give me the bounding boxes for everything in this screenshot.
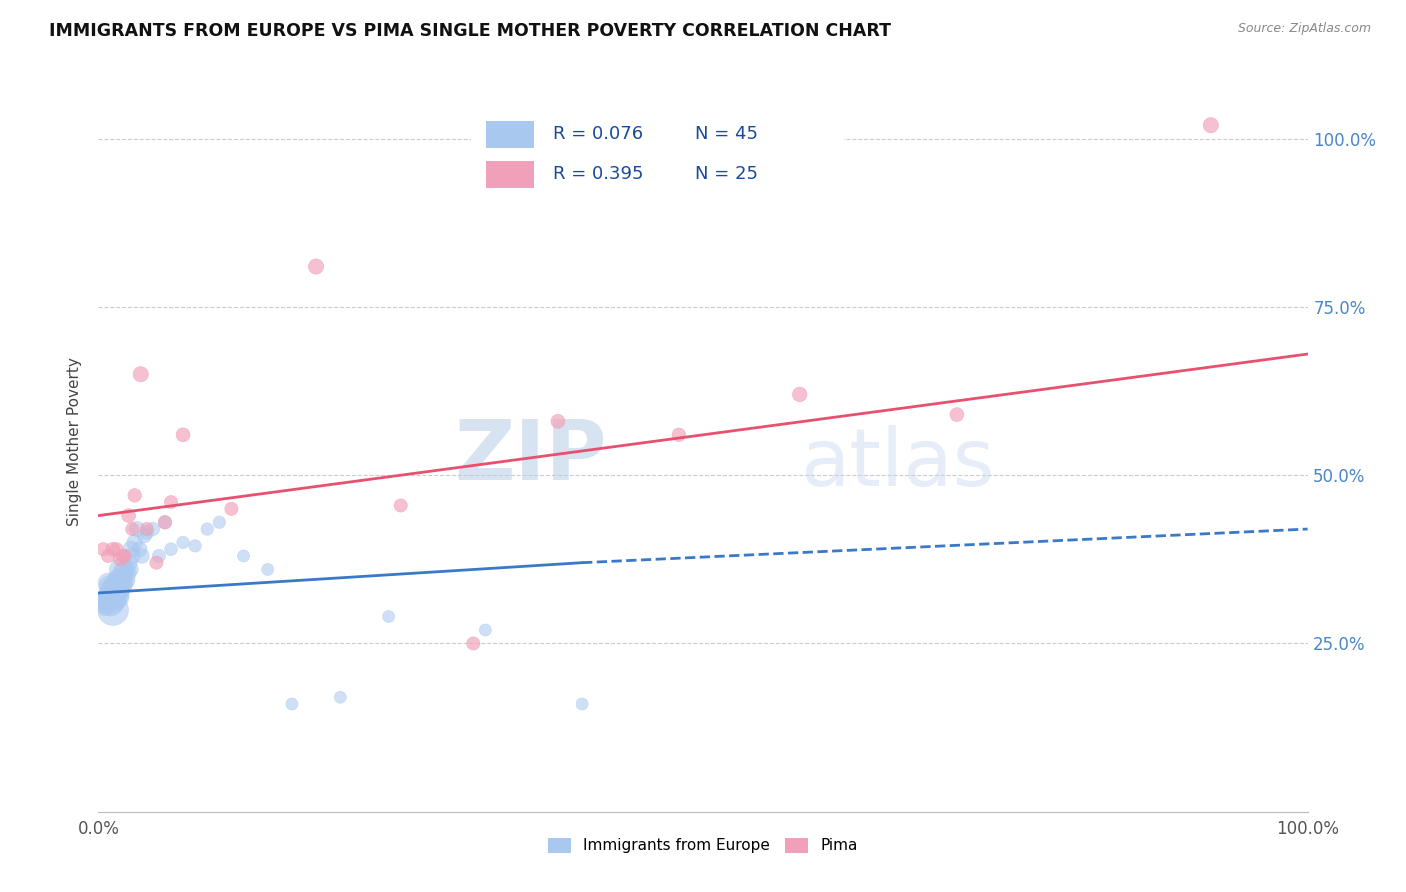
Text: atlas: atlas [800, 425, 994, 503]
Point [463, 636, 485, 650]
Point [153, 516, 176, 530]
Point [389, 499, 412, 513]
Text: Source: ZipAtlas.com: Source: ZipAtlas.com [1237, 22, 1371, 36]
Text: N = 45: N = 45 [695, 126, 758, 144]
Text: N = 25: N = 25 [695, 165, 758, 183]
Point [232, 549, 254, 563]
Point [118, 562, 141, 576]
Point [97, 575, 120, 590]
Point [108, 562, 131, 576]
Point [118, 508, 141, 523]
Point [91, 542, 114, 557]
Text: ZIP: ZIP [454, 416, 606, 497]
Point [172, 535, 194, 549]
Point [108, 573, 131, 587]
Point [571, 697, 593, 711]
Point [100, 596, 122, 610]
Point [105, 590, 128, 604]
Point [110, 579, 132, 593]
Point [134, 529, 156, 543]
Point [93, 596, 115, 610]
Point [305, 260, 328, 274]
Point [124, 488, 146, 502]
Point [329, 690, 352, 705]
Y-axis label: Single Mother Poverty: Single Mother Poverty [67, 357, 83, 526]
Point [120, 542, 142, 557]
Point [112, 575, 135, 590]
Point [172, 427, 194, 442]
Point [101, 542, 124, 557]
Point [145, 556, 167, 570]
Point [96, 590, 118, 604]
Point [153, 516, 176, 530]
Point [184, 539, 207, 553]
Point [668, 427, 690, 442]
Point [135, 525, 157, 540]
Point [101, 603, 124, 617]
Point [377, 609, 399, 624]
Point [135, 522, 157, 536]
Legend: Immigrants from Europe, Pima: Immigrants from Europe, Pima [541, 832, 865, 860]
Text: R = 0.395: R = 0.395 [553, 165, 644, 183]
Point [547, 414, 569, 428]
Point [221, 501, 243, 516]
Point [107, 575, 129, 590]
Point [94, 599, 117, 614]
Point [118, 556, 141, 570]
Point [131, 549, 153, 563]
Point [128, 542, 150, 557]
Point [114, 549, 136, 563]
Point [160, 495, 183, 509]
Point [105, 542, 128, 557]
Point [98, 579, 121, 593]
Point [129, 368, 152, 382]
Point [117, 566, 139, 580]
Text: R = 0.076: R = 0.076 [553, 126, 643, 144]
Point [103, 586, 125, 600]
Point [108, 552, 131, 566]
Point [789, 387, 811, 401]
Bar [486, 161, 534, 188]
Point [121, 522, 143, 536]
Point [111, 566, 134, 580]
Point [208, 516, 231, 530]
Point [195, 522, 218, 536]
Text: IMMIGRANTS FROM EUROPE VS PIMA SINGLE MOTHER POVERTY CORRELATION CHART: IMMIGRANTS FROM EUROPE VS PIMA SINGLE MO… [49, 22, 891, 40]
Point [124, 535, 146, 549]
Point [946, 408, 969, 422]
Bar [486, 120, 534, 148]
Point [111, 549, 134, 563]
Point [142, 522, 165, 536]
Point [121, 549, 143, 563]
Point [115, 573, 138, 587]
Point [160, 542, 183, 557]
Point [127, 522, 149, 536]
Point [1199, 118, 1222, 132]
Point [474, 623, 496, 637]
Point [100, 592, 122, 607]
Point [148, 549, 170, 563]
Point [97, 549, 120, 563]
Point [114, 562, 136, 576]
Point [281, 697, 304, 711]
FancyBboxPatch shape [464, 110, 851, 198]
Point [104, 582, 127, 597]
Point [256, 562, 278, 576]
